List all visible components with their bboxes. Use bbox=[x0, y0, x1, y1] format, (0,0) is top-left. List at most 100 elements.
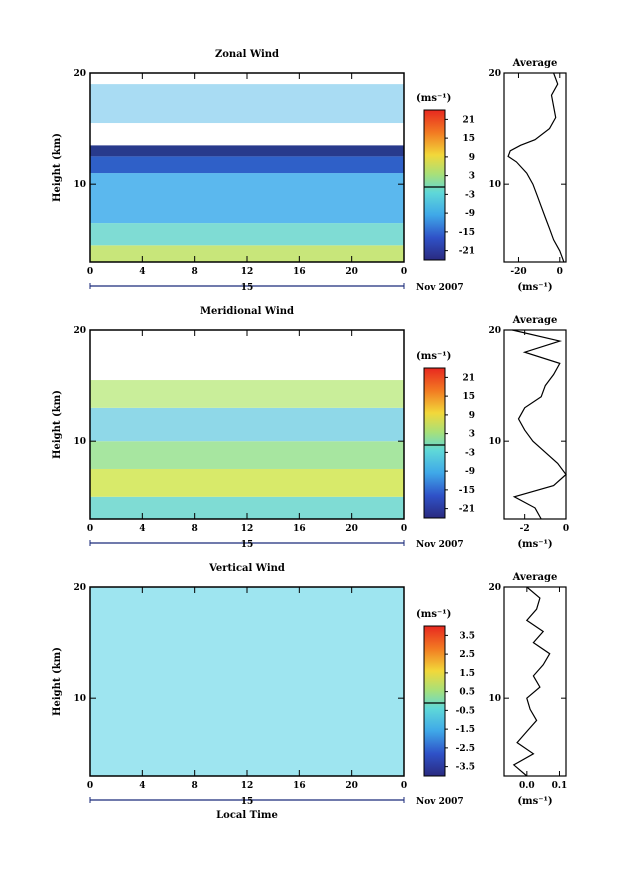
heatmap-layer bbox=[90, 156, 404, 174]
colorbar-tick-label: 3.5 bbox=[459, 631, 475, 641]
x-tick-label: 0 bbox=[401, 781, 407, 791]
colorbar-tick-label: -1.5 bbox=[456, 725, 475, 735]
colorbar-tick-label: -9 bbox=[465, 209, 475, 219]
colorbar-tick-label: -2.5 bbox=[456, 744, 475, 754]
colorbar bbox=[423, 625, 446, 777]
average-x-label: (ms⁻¹) bbox=[517, 796, 552, 807]
x-tick-label: 12 bbox=[241, 267, 254, 277]
y-tick-label: 10 bbox=[73, 180, 86, 190]
x-tick-label: 0 bbox=[87, 781, 93, 791]
colorbar-tick-label: 2.5 bbox=[459, 650, 475, 660]
heatmap-layer bbox=[90, 84, 404, 124]
x-tick-label: 16 bbox=[293, 267, 306, 277]
x-tick-label: 4 bbox=[139, 267, 145, 277]
colorbar-tick-label: 3 bbox=[469, 430, 475, 440]
y-tick-label: 20 bbox=[73, 326, 86, 336]
panel-3: Vertical Wind 10 20 Height (km) 0 4 8 12 16 20 0 15… bbox=[52, 563, 567, 821]
average-y-tick-label: 20 bbox=[488, 583, 501, 593]
colorbar-tick-label: 15 bbox=[462, 134, 475, 144]
colorbar-tick-label: -0.5 bbox=[456, 706, 475, 716]
colorbar-tick-label: 1.5 bbox=[459, 669, 475, 679]
heatmap-layer bbox=[90, 123, 404, 146]
colorbar bbox=[423, 367, 446, 519]
y-tick-label: 20 bbox=[73, 583, 86, 593]
heatmap-layer bbox=[90, 587, 404, 776]
panel-title: Meridional Wind bbox=[200, 306, 294, 317]
x-tick-label: 20 bbox=[345, 267, 358, 277]
x-tick-label: 12 bbox=[241, 781, 254, 791]
heatmap-layer bbox=[90, 441, 404, 469]
average-title: Average bbox=[512, 572, 558, 583]
x-tick-label: 12 bbox=[241, 524, 254, 534]
colorbar-tick-label: -9 bbox=[465, 467, 475, 477]
date-label: 15 bbox=[241, 797, 254, 807]
y-axis-label: Height (km) bbox=[52, 390, 63, 459]
colorbar-tick-label: -21 bbox=[459, 505, 475, 515]
month-label: Nov 2007 bbox=[416, 540, 464, 550]
average-title: Average bbox=[512, 315, 558, 326]
average-x-tick-label: -20 bbox=[510, 267, 526, 277]
heatmap-layer bbox=[90, 245, 404, 262]
date-label: 15 bbox=[241, 540, 254, 550]
y-tick-label: 10 bbox=[73, 437, 86, 447]
colorbar-unit: (ms⁻¹) bbox=[416, 609, 451, 620]
x-tick-label: 0 bbox=[401, 524, 407, 534]
panel-2: Meridional Wind 10 20 Height (km) 0 4 8 12 16 20 0… bbox=[52, 306, 569, 550]
x-tick-label: 0 bbox=[87, 524, 93, 534]
average-x-tick-label: 0 bbox=[557, 267, 563, 277]
average-x-label: (ms⁻¹) bbox=[517, 539, 552, 550]
average-frame bbox=[503, 72, 567, 263]
average-y-tick-label: 10 bbox=[488, 437, 501, 447]
colorbar-tick-label: -3 bbox=[465, 448, 475, 458]
colorbar-tick-label: 9 bbox=[469, 153, 475, 163]
average-x-tick-label: 0 bbox=[563, 524, 569, 534]
average-profile-line bbox=[507, 72, 565, 263]
x-tick-label: 20 bbox=[345, 781, 358, 791]
x-tick-label: 0 bbox=[87, 267, 93, 277]
average-y-tick-label: 20 bbox=[488, 69, 501, 79]
average-y-tick-label: 10 bbox=[488, 180, 501, 190]
colorbar-tick-label: -15 bbox=[459, 228, 475, 238]
date-label: 15 bbox=[241, 283, 254, 293]
colorbar-unit: (ms⁻¹) bbox=[416, 93, 451, 104]
average-x-tick-label: 0.1 bbox=[552, 781, 568, 791]
average-frame bbox=[503, 586, 567, 777]
colorbar-tick-label: 21 bbox=[462, 115, 475, 125]
y-tick-label: 10 bbox=[73, 694, 86, 704]
y-axis-label: Height (km) bbox=[52, 133, 63, 202]
x-tick-label: 8 bbox=[192, 267, 198, 277]
month-label: Nov 2007 bbox=[416, 797, 464, 807]
x-tick-label: 16 bbox=[293, 781, 306, 791]
average-y-tick-label: 20 bbox=[488, 326, 501, 336]
colorbar-tick-label: 9 bbox=[469, 411, 475, 421]
colorbar bbox=[423, 109, 446, 261]
colorbar-tick-label: 3 bbox=[469, 172, 475, 182]
y-tick-label: 20 bbox=[73, 69, 86, 79]
colorbar-tick-label: -3 bbox=[465, 190, 475, 200]
average-x-label: (ms⁻¹) bbox=[517, 282, 552, 293]
month-label: Nov 2007 bbox=[416, 283, 464, 293]
heatmap-layer bbox=[90, 407, 404, 442]
heatmap-layer bbox=[90, 496, 404, 519]
x-axis-label: Local Time bbox=[216, 810, 278, 821]
average-x-tick-label: -2 bbox=[520, 524, 530, 534]
colorbar-unit: (ms⁻¹) bbox=[416, 351, 451, 362]
colorbar-tick-label: -3.5 bbox=[456, 763, 475, 773]
panel-1: Zonal Wind 10 20 Height (km) 0 4 8 12 16 20 0 15 Nov… bbox=[52, 49, 567, 293]
y-axis-label: Height (km) bbox=[52, 647, 63, 716]
average-y-tick-label: 10 bbox=[488, 694, 501, 704]
colorbar-tick-label: -15 bbox=[459, 486, 475, 496]
heatmap-layer bbox=[90, 352, 404, 381]
colorbar-tick-label: 15 bbox=[462, 392, 475, 402]
x-tick-label: 8 bbox=[192, 524, 198, 534]
colorbar-tick-label: 0.5 bbox=[459, 688, 475, 698]
colorbar-tick-label: 21 bbox=[462, 373, 475, 383]
heatmap-layer bbox=[90, 468, 404, 497]
x-tick-label: 16 bbox=[293, 524, 306, 534]
x-tick-label: 4 bbox=[139, 781, 145, 791]
average-x-tick-label: 0.0 bbox=[519, 781, 535, 791]
heatmap-layer bbox=[90, 145, 404, 157]
average-profile-line bbox=[512, 586, 551, 777]
x-tick-label: 0 bbox=[401, 267, 407, 277]
